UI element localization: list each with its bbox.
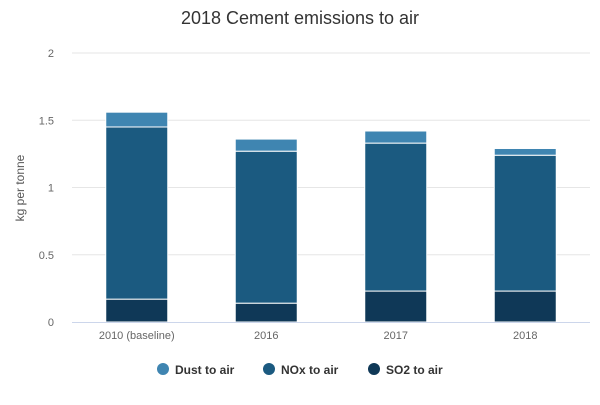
- bar-dust-to-air-2018[interactable]: [493, 147, 557, 156]
- legend-item-so2-to-air[interactable]: SO2 to air: [368, 363, 443, 377]
- y-tick-label: 2: [48, 48, 54, 60]
- bar-nox-to-air-2017[interactable]: [364, 142, 428, 292]
- y-axis-label: kg per tonne: [13, 154, 27, 221]
- legend-item-nox-to-air[interactable]: NOx to air: [263, 363, 339, 377]
- x-tick-label: 2018: [513, 330, 537, 342]
- bar-dust-to-air-2010-baseline[interactable]: [105, 111, 169, 128]
- legend-label: SO2 to air: [386, 363, 443, 377]
- legend-label: Dust to air: [175, 363, 235, 377]
- legend-label: NOx to air: [281, 363, 339, 377]
- bar-so2-to-air-2017[interactable]: [364, 290, 428, 323]
- x-tick-label: 2016: [254, 330, 278, 342]
- y-tick-label: 1: [48, 183, 54, 195]
- bar-so2-to-air-2018[interactable]: [493, 290, 557, 323]
- legend-item-dust-to-air[interactable]: Dust to air: [157, 363, 235, 377]
- y-axis: 0 0.5 1 1.5 2: [39, 48, 54, 329]
- x-axis: 2010 (baseline) 2016 2017 2018: [72, 322, 590, 342]
- bar-nox-to-air-2010-baseline[interactable]: [105, 126, 169, 300]
- bar-nox-to-air-2018[interactable]: [493, 154, 557, 292]
- legend-swatch: [157, 363, 169, 375]
- legend-swatch: [263, 363, 275, 375]
- bars: [105, 111, 557, 323]
- x-tick-label: 2017: [384, 330, 408, 342]
- legend-swatch: [368, 363, 380, 375]
- y-tick-label: 1.5: [39, 115, 54, 127]
- legend[interactable]: Dust to air NOx to air SO2 to air: [157, 363, 443, 377]
- bar-so2-to-air-2010-baseline[interactable]: [105, 298, 169, 323]
- bar-so2-to-air-2016[interactable]: [234, 302, 298, 323]
- bar-dust-to-air-2017[interactable]: [364, 130, 428, 144]
- bar-dust-to-air-2016[interactable]: [234, 138, 298, 152]
- x-tick-label: 2010 (baseline): [99, 330, 175, 342]
- y-tick-label: 0: [48, 317, 54, 329]
- bar-nox-to-air-2016[interactable]: [234, 150, 298, 304]
- y-tick-label: 0.5: [39, 250, 54, 262]
- chart-title: 2018 Cement emissions to air: [181, 8, 419, 28]
